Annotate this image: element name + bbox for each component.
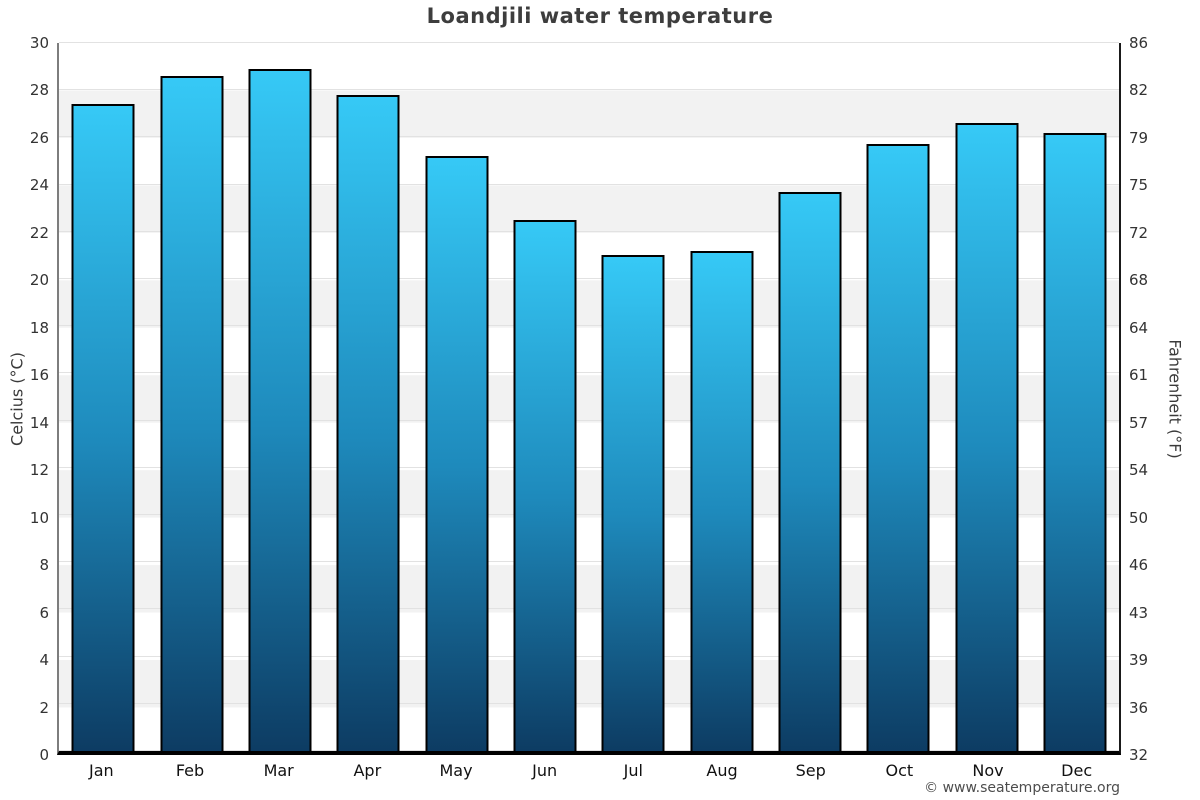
celsius-tick-label: 20 — [29, 271, 49, 290]
gridline — [59, 608, 1119, 610]
month-label-apr: Apr — [353, 761, 382, 780]
fahrenheit-tick-label: 61 — [1129, 366, 1149, 385]
copyright-credit: © www.seatemperature.org — [924, 780, 1120, 796]
celsius-tick-label: 10 — [29, 508, 49, 527]
gridline — [59, 183, 1119, 185]
celsius-tick-label: 14 — [29, 413, 49, 432]
celsius-tick-label: 22 — [29, 223, 49, 242]
celsius-tick-label: 28 — [29, 81, 49, 100]
gridline — [59, 42, 1119, 43]
celsius-tick-labels: 30 28 26 24 22 20 18 16 14 12 10 8 6 4 2 0 — [0, 34, 49, 764]
month-label-feb: Feb — [175, 761, 205, 780]
gridline — [59, 230, 1119, 232]
fahrenheit-tick-label: 46 — [1129, 556, 1149, 575]
month-label-nov: Nov — [972, 761, 1004, 780]
gridline — [59, 325, 1119, 327]
gridline — [59, 277, 1119, 279]
month-label-jan: Jan — [88, 761, 114, 780]
celsius-tick-label: 24 — [29, 176, 49, 195]
celsius-tick-label: 4 — [39, 651, 49, 670]
fahrenheit-tick-label: 39 — [1129, 651, 1149, 670]
fahrenheit-tick-label: 72 — [1129, 223, 1149, 242]
temperature-bar-jul — [601, 255, 665, 751]
gridline — [59, 89, 1119, 91]
temperature-bar-apr — [336, 94, 400, 751]
gridline — [59, 702, 1119, 704]
celsius-tick-label: 6 — [39, 603, 49, 622]
gridline — [59, 750, 1119, 751]
month-axis-labels: Jan Feb Mar Apr May Jun Jul Aug Sep Oct Nov Dec — [57, 761, 1121, 783]
celsius-tick-label: 26 — [29, 128, 49, 147]
celsius-tick-label: 30 — [29, 34, 49, 52]
celsius-tick-label: 0 — [39, 746, 49, 764]
temperature-bar-sep — [778, 191, 842, 751]
temperature-bar-oct — [866, 144, 930, 751]
celsius-tick-label: 12 — [29, 461, 49, 480]
fahrenheit-tick-label: 68 — [1129, 271, 1149, 290]
chart-title: Loandjili water temperature — [426, 4, 774, 28]
temperature-bar-mar — [248, 68, 312, 751]
fahrenheit-tick-label: 79 — [1129, 128, 1149, 147]
fahrenheit-tick-labels: 86 82 79 75 72 68 64 61 57 54 50 46 43 39 36 32 — [1129, 34, 1189, 764]
fahrenheit-tick-label: 64 — [1129, 318, 1149, 337]
fahrenheit-tick-label: 82 — [1129, 81, 1149, 100]
gridline — [59, 561, 1119, 563]
fahrenheit-tick-label: 75 — [1129, 176, 1149, 195]
fahrenheit-tick-label: 57 — [1129, 413, 1149, 432]
fahrenheit-tick-label: 32 — [1129, 746, 1149, 764]
celsius-tick-label: 8 — [39, 556, 49, 575]
month-label-sep: Sep — [795, 761, 826, 780]
month-label-mar: Mar — [263, 761, 294, 780]
celsius-tick-label: 16 — [29, 366, 49, 385]
temperature-bar-jan — [71, 104, 135, 751]
gridline — [59, 419, 1119, 421]
temperature-bar-dec — [1043, 132, 1107, 751]
temperature-bar-jun — [513, 220, 577, 751]
temperature-bar-feb — [160, 76, 223, 751]
month-label-jun: Jun — [532, 761, 558, 780]
month-label-jul: Jul — [623, 761, 643, 780]
gridline — [59, 466, 1119, 468]
month-label-may: May — [439, 761, 473, 780]
month-label-oct: Oct — [885, 761, 914, 780]
fahrenheit-tick-label: 54 — [1129, 461, 1149, 480]
gridline — [59, 372, 1119, 374]
fahrenheit-tick-label: 43 — [1129, 603, 1149, 622]
fahrenheit-tick-label: 86 — [1129, 34, 1149, 52]
fahrenheit-tick-label: 36 — [1129, 698, 1149, 717]
month-label-aug: Aug — [706, 761, 738, 780]
gridline — [59, 136, 1119, 138]
gridline — [59, 513, 1119, 515]
temperature-bar-nov — [955, 123, 1018, 751]
celsius-tick-label: 18 — [29, 318, 49, 337]
month-label-dec: Dec — [1061, 761, 1093, 780]
plot-area — [57, 42, 1121, 755]
fahrenheit-tick-label: 50 — [1129, 508, 1149, 527]
temperature-bar-may — [425, 156, 488, 751]
gridline — [59, 655, 1119, 657]
celsius-tick-label: 2 — [39, 698, 49, 717]
temperature-bar-aug — [690, 250, 753, 751]
